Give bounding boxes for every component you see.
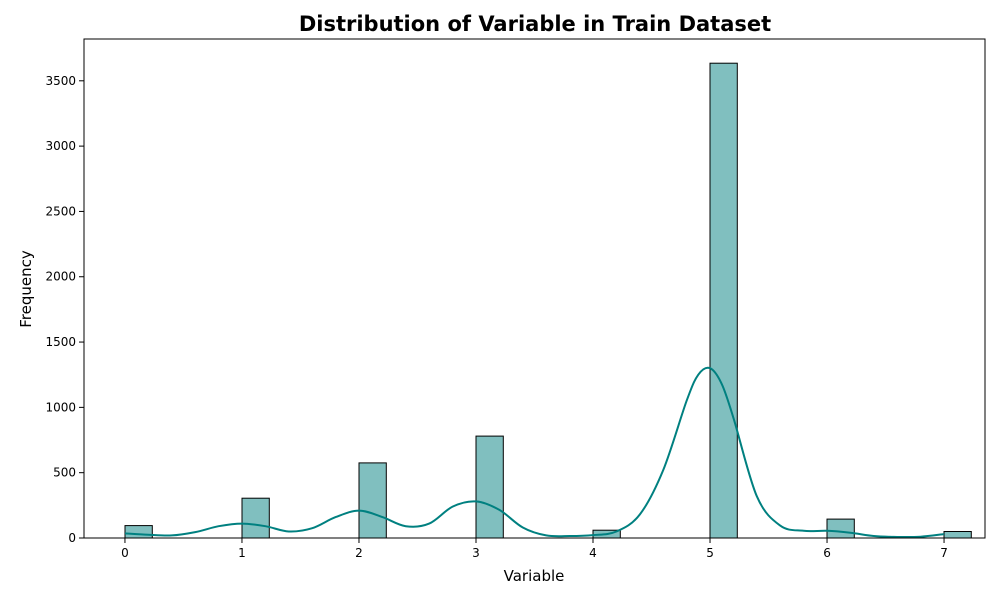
histogram-bar	[709, 62, 738, 539]
histogram-bar	[943, 531, 972, 539]
histogram-bar	[124, 525, 153, 539]
kde-curve	[124, 366, 945, 539]
chart-title: Distribution of Variable in Train Datase…	[299, 12, 771, 36]
y-tick-label: 1500	[45, 335, 76, 349]
kde-group	[124, 366, 945, 539]
x-axis-label: Variable	[504, 567, 565, 585]
x-ticks-group: 0 1 2 3 4 5 6 7	[121, 538, 948, 560]
y-tick-label: 3500	[45, 74, 76, 88]
x-tick-label: 7	[940, 546, 948, 560]
x-tick-label: 6	[823, 546, 831, 560]
plot-frame	[83, 38, 986, 539]
x-tick-label: 3	[472, 546, 480, 560]
y-tick-label: 2500	[45, 204, 76, 218]
x-tick-label: 5	[706, 546, 714, 560]
y-ticks-group: 0 500 1000 1500 2000 2500 3000 3500	[45, 74, 84, 545]
y-tick-label: 2000	[45, 270, 76, 284]
y-axis-label: Frequency	[17, 250, 35, 328]
bars-group	[124, 62, 972, 539]
histogram-bar	[475, 435, 504, 539]
y-tick-label: 1000	[45, 400, 76, 414]
y-tick-label: 500	[53, 466, 76, 480]
x-tick-label: 4	[589, 546, 597, 560]
histogram-bar	[826, 518, 855, 539]
y-tick-label: 0	[68, 531, 76, 545]
histogram-bar	[241, 497, 270, 539]
x-tick-label: 0	[121, 546, 129, 560]
x-tick-label: 1	[238, 546, 246, 560]
x-tick-label: 2	[355, 546, 363, 560]
histogram-bar	[358, 462, 387, 539]
y-tick-label: 3000	[45, 139, 76, 153]
